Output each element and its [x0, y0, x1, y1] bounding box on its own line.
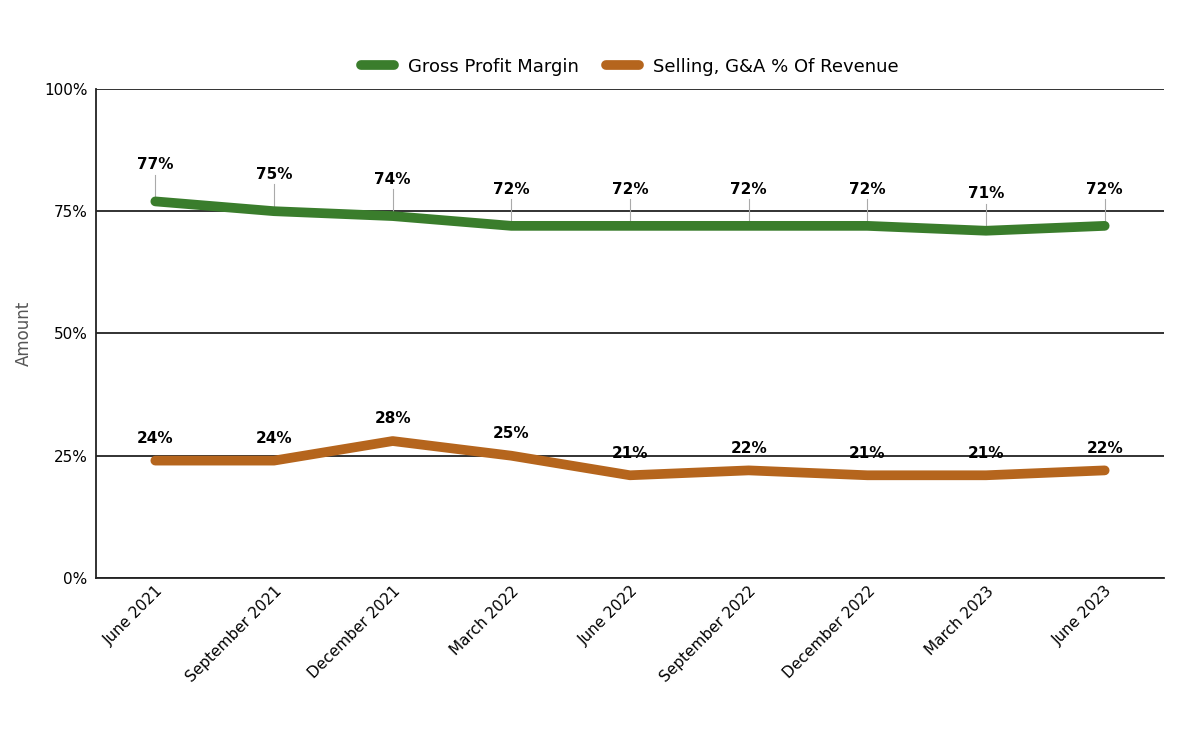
Selling, G&A % Of Revenue — [979, 471, 994, 479]
Text: 72%: 72% — [493, 182, 529, 196]
Text: 21%: 21% — [967, 445, 1004, 461]
Line: Gross Profit Margin: Gross Profit Margin — [155, 202, 1105, 230]
Gross Profit Margin — [742, 222, 756, 230]
Text: 24%: 24% — [256, 431, 293, 446]
Text: 72%: 72% — [1086, 182, 1123, 196]
Selling, G&A % Of Revenue — [266, 456, 281, 465]
Gross Profit Margin — [979, 226, 994, 235]
Text: 74%: 74% — [374, 172, 410, 187]
Selling, G&A % Of Revenue — [623, 471, 637, 479]
Gross Profit Margin — [266, 207, 281, 216]
Text: 22%: 22% — [1086, 441, 1123, 456]
Text: 72%: 72% — [612, 182, 648, 196]
Text: 77%: 77% — [137, 157, 174, 172]
Selling, G&A % Of Revenue — [504, 451, 518, 460]
Legend: Gross Profit Margin, Selling, G&A % Of Revenue: Gross Profit Margin, Selling, G&A % Of R… — [353, 49, 907, 85]
Selling, G&A % Of Revenue — [1098, 466, 1112, 475]
Text: 75%: 75% — [256, 167, 293, 182]
Text: 22%: 22% — [731, 441, 767, 456]
Text: 72%: 72% — [731, 182, 767, 196]
Text: 71%: 71% — [968, 187, 1004, 202]
Text: 24%: 24% — [137, 431, 174, 446]
Text: 21%: 21% — [612, 445, 648, 461]
Y-axis label: Amount: Amount — [16, 301, 34, 366]
Line: Selling, G&A % Of Revenue: Selling, G&A % Of Revenue — [155, 441, 1105, 475]
Selling, G&A % Of Revenue — [385, 436, 400, 445]
Gross Profit Margin — [385, 212, 400, 221]
Gross Profit Margin — [148, 197, 162, 206]
Selling, G&A % Of Revenue — [148, 456, 162, 465]
Text: 21%: 21% — [850, 445, 886, 461]
Gross Profit Margin — [860, 222, 875, 230]
Selling, G&A % Of Revenue — [742, 466, 756, 475]
Gross Profit Margin — [1098, 222, 1112, 230]
Text: 72%: 72% — [850, 182, 886, 196]
Selling, G&A % Of Revenue — [860, 471, 875, 479]
Gross Profit Margin — [504, 222, 518, 230]
Text: 28%: 28% — [374, 411, 410, 426]
Gross Profit Margin — [623, 222, 637, 230]
Text: 25%: 25% — [493, 426, 529, 441]
